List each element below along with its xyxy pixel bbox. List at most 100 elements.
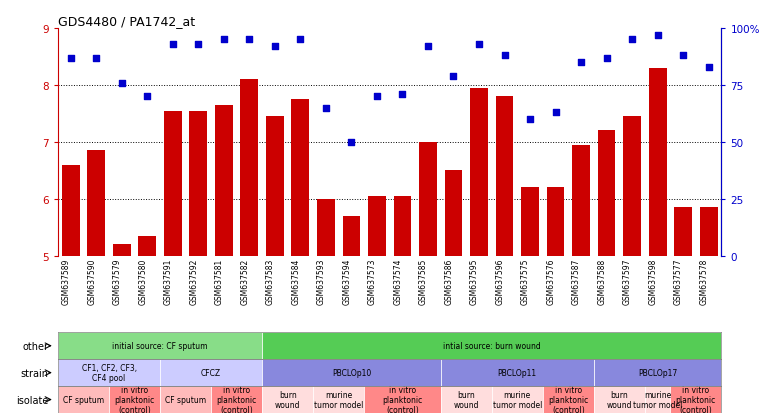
Bar: [393, 197, 412, 256]
Text: in vitro
planktonic
(control): in vitro planktonic (control): [217, 385, 257, 413]
Point: [703, 64, 715, 71]
Text: GSM637594: GSM637594: [342, 259, 351, 305]
Point: [269, 44, 281, 50]
Text: GSM637587: GSM637587: [572, 259, 581, 305]
Bar: [491, 386, 543, 413]
Point: [677, 53, 690, 59]
Bar: [598, 131, 615, 256]
Text: GSM637581: GSM637581: [215, 259, 224, 304]
Text: GSM637593: GSM637593: [317, 259, 326, 305]
Point: [626, 37, 639, 43]
Text: murine
tumor model: murine tumor model: [633, 390, 682, 409]
Bar: [700, 208, 717, 256]
Text: PBCLOp17: PBCLOp17: [638, 368, 677, 377]
Bar: [58, 332, 262, 359]
Bar: [444, 171, 462, 256]
Point: [90, 55, 102, 62]
Point: [345, 139, 358, 146]
Text: isolate: isolate: [15, 394, 48, 405]
Bar: [623, 117, 641, 256]
Bar: [440, 359, 594, 386]
Bar: [365, 386, 440, 413]
Text: GSM637591: GSM637591: [164, 259, 173, 305]
Bar: [211, 386, 262, 413]
Bar: [160, 359, 262, 386]
Bar: [440, 386, 491, 413]
Text: murine
tumor model: murine tumor model: [314, 390, 363, 409]
Text: CF sputum: CF sputum: [165, 395, 206, 404]
Bar: [317, 199, 335, 256]
Point: [141, 94, 153, 100]
Text: GSM637583: GSM637583: [266, 259, 275, 305]
Point: [652, 32, 664, 39]
Point: [217, 37, 230, 43]
Bar: [164, 111, 182, 256]
Text: initial source: CF sputum: initial source: CF sputum: [112, 342, 208, 350]
Bar: [58, 359, 160, 386]
Text: CF sputum: CF sputum: [63, 395, 104, 404]
Bar: [674, 208, 692, 256]
Text: GSM637582: GSM637582: [241, 259, 249, 304]
Text: burn
wound: burn wound: [607, 390, 632, 409]
Text: GSM637592: GSM637592: [190, 259, 198, 305]
Bar: [368, 197, 386, 256]
Bar: [649, 69, 666, 256]
Text: GSM637577: GSM637577: [674, 259, 683, 305]
Text: GSM637586: GSM637586: [444, 259, 454, 305]
Text: GSM637576: GSM637576: [546, 259, 556, 305]
Text: PBCLOp10: PBCLOp10: [332, 368, 371, 377]
Bar: [670, 386, 721, 413]
Point: [550, 109, 562, 116]
Bar: [139, 236, 156, 256]
Text: in vitro
planktonic
(control): in vitro planktonic (control): [548, 385, 588, 413]
Text: in vitro
planktonic
(control): in vitro planktonic (control): [382, 385, 423, 413]
Bar: [645, 386, 670, 413]
Text: in vitro
planktonic
(control): in vitro planktonic (control): [676, 385, 716, 413]
Bar: [87, 151, 105, 256]
Bar: [109, 386, 160, 413]
Bar: [343, 216, 361, 256]
Bar: [594, 386, 645, 413]
Point: [192, 41, 204, 48]
Bar: [190, 111, 207, 256]
Text: in vitro
planktonic
(control): in vitro planktonic (control): [115, 385, 155, 413]
Point: [64, 55, 77, 62]
Text: other: other: [22, 341, 48, 351]
Text: GSM637573: GSM637573: [368, 259, 377, 305]
Point: [243, 37, 255, 43]
Bar: [160, 386, 211, 413]
Point: [422, 44, 434, 50]
Point: [320, 105, 332, 112]
Text: GSM637588: GSM637588: [598, 259, 607, 304]
Point: [447, 73, 460, 80]
Text: GSM637596: GSM637596: [495, 259, 505, 305]
Bar: [262, 386, 313, 413]
Text: GSM637597: GSM637597: [623, 259, 632, 305]
Text: GSM637575: GSM637575: [521, 259, 530, 305]
Text: PBCLOp11: PBCLOp11: [498, 368, 537, 377]
Text: burn
wound: burn wound: [275, 390, 300, 409]
Point: [294, 37, 307, 43]
Bar: [419, 142, 437, 256]
Text: GSM637585: GSM637585: [419, 259, 428, 305]
Point: [166, 41, 179, 48]
Text: GSM637574: GSM637574: [393, 259, 402, 305]
Text: GSM637584: GSM637584: [292, 259, 300, 305]
Bar: [292, 100, 310, 256]
Text: GSM637598: GSM637598: [649, 259, 658, 305]
Bar: [470, 88, 488, 256]
Text: CFCZ: CFCZ: [201, 368, 221, 377]
Point: [371, 94, 383, 100]
Bar: [262, 332, 721, 359]
Bar: [113, 244, 131, 256]
Point: [396, 91, 409, 98]
Bar: [241, 80, 259, 256]
Point: [601, 55, 613, 62]
Bar: [521, 188, 539, 256]
Text: GSM637589: GSM637589: [62, 259, 70, 305]
Point: [498, 53, 511, 59]
Point: [575, 59, 587, 66]
Bar: [215, 106, 233, 256]
Point: [473, 41, 485, 48]
Bar: [266, 117, 284, 256]
